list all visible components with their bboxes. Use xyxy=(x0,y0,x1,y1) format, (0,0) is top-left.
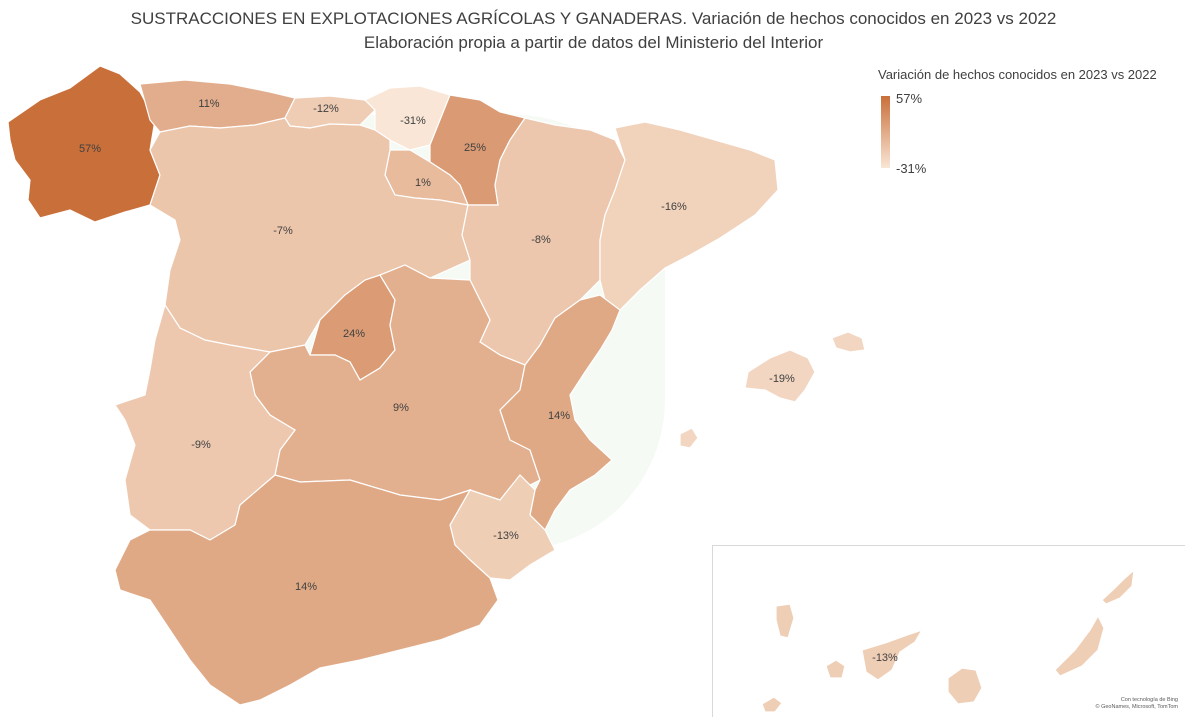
label-pais-vasco: -31% xyxy=(400,115,426,127)
map-attribution: Con tecnología de Bing © GeoNames, Micro… xyxy=(1096,697,1179,711)
label-murcia: -13% xyxy=(493,530,519,542)
region-canarias-gomera[interactable] xyxy=(825,659,846,679)
canary-islands-inset: Con tecnología de Bing © GeoNames, Micro… xyxy=(712,545,1185,717)
canary-islands xyxy=(761,568,1135,713)
label-asturias: 11% xyxy=(198,98,219,110)
map-subtitle: Elaboración propia a partir de datos del… xyxy=(363,33,824,52)
label-aragon: -8% xyxy=(531,234,551,246)
region-cataluna[interactable] xyxy=(599,121,779,311)
region-baleares[interactable] xyxy=(744,349,816,403)
region-canarias-lanzarote[interactable] xyxy=(1101,568,1135,605)
legend-min-label: -31% xyxy=(896,161,927,176)
region-canarias-tenerife[interactable] xyxy=(861,628,924,681)
region-canarias-fuerteventura[interactable] xyxy=(1054,614,1105,677)
label-castilla-la-mancha: 9% xyxy=(393,402,409,414)
label-canarias: -13% xyxy=(872,652,898,664)
legend-title: Variación de hechos conocidos en 2023 vs… xyxy=(878,67,1157,82)
label-navarra: 25% xyxy=(464,142,486,154)
map-title: SUSTRACCIONES EN EXPLOTACIONES AGRÍCOLAS… xyxy=(130,9,1057,28)
label-comunidad-valenciana: 14% xyxy=(548,410,570,422)
attribution-bing: Con tecnología de Bing xyxy=(1120,697,1178,703)
region-andalucia[interactable] xyxy=(114,474,499,706)
label-cataluna: -16% xyxy=(661,201,687,213)
region-comunidad-valenciana[interactable] xyxy=(499,294,621,532)
attribution-providers: © GeoNames, Microsoft, TomTom xyxy=(1095,704,1179,710)
label-galicia: 57% xyxy=(79,143,101,155)
legend-max-label: 57% xyxy=(896,91,923,106)
region-baleares-ibiza[interactable] xyxy=(679,427,699,449)
region-canarias-lapalma[interactable] xyxy=(775,603,795,639)
legend-color-scale xyxy=(881,96,890,168)
region-labels: 57% 11% -12% -31% 25% 1% -7% -8% -16% 24… xyxy=(79,98,898,664)
label-cantabria: -12% xyxy=(313,103,339,115)
label-castilla-y-leon: -7% xyxy=(273,225,293,237)
label-madrid: 24% xyxy=(343,328,365,340)
label-baleares: -19% xyxy=(769,373,795,385)
label-la-rioja: 1% xyxy=(415,177,431,189)
label-andalucia: 14% xyxy=(295,581,317,593)
region-canarias-hierro[interactable] xyxy=(761,696,783,713)
region-baleares-menorca[interactable] xyxy=(831,331,866,353)
region-canarias-grancanaria[interactable] xyxy=(947,667,983,705)
label-extremadura: -9% xyxy=(191,439,211,451)
